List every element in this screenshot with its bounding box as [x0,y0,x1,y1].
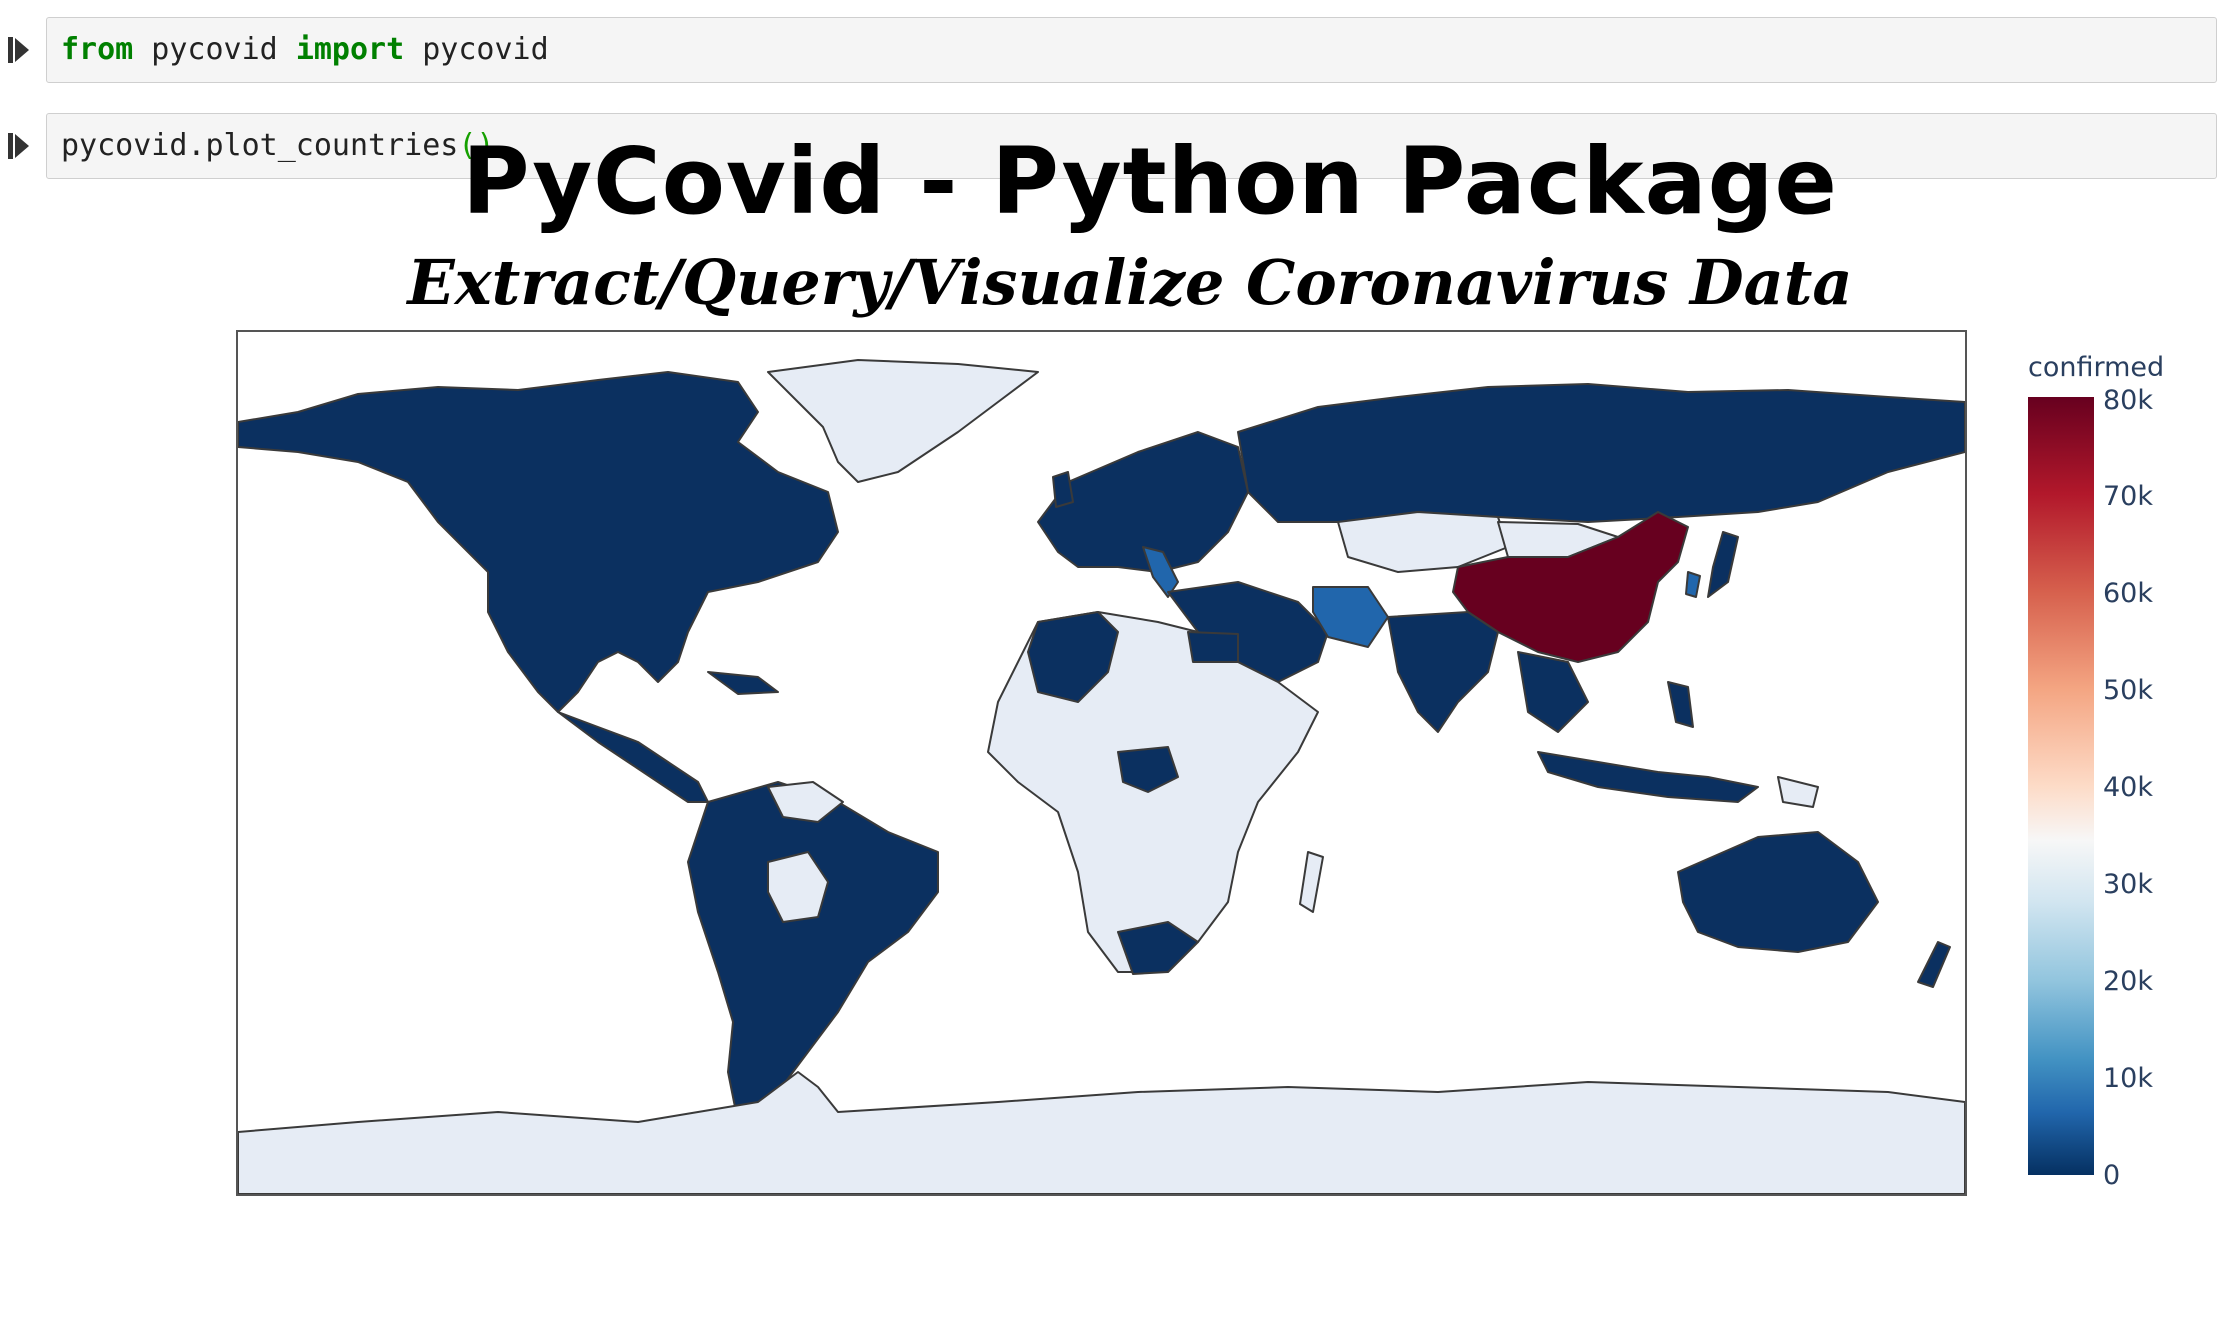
region-australia [1677,831,1879,953]
region-new-zealand [1917,941,1951,988]
world-choropleth-map[interactable] [236,330,1967,1196]
region-south-asia [1387,611,1499,733]
region-north-africa [1027,611,1119,703]
region-europe [1037,431,1249,573]
colorbar-tick: 0 [2103,1160,2121,1191]
run-bar-icon [8,133,13,159]
code-cell-2[interactable]: pycovid.plot_countries() [46,113,2217,179]
colorbar-tick: 40k [2103,772,2153,803]
play-icon [15,38,29,62]
figure-subtitle: Extract/Query/Visualize Coronavirus Data [407,246,1853,319]
run-cell-button-1[interactable] [8,35,32,65]
colorbar-tick: 70k [2103,481,2153,512]
region-russia [1237,383,1965,523]
region-png [1777,776,1819,808]
colorbar-tick: 80k [2103,385,2153,416]
region-caribbean [707,671,779,695]
region-bolivia [767,851,829,923]
run-cell-button-2[interactable] [8,131,32,161]
colorbar-tick: 50k [2103,675,2153,706]
region-uk [1052,471,1074,508]
region-central-america [557,711,709,803]
run-bar-icon [8,37,13,63]
region-greenland [767,359,1039,483]
colorbar-title: confirmed [2028,352,2165,383]
region-indonesia [1537,751,1759,803]
region-southeast-asia [1517,651,1589,733]
region-philippines [1667,681,1694,728]
region-iran [1312,586,1389,648]
play-icon [15,134,29,158]
colorbar-tick: 20k [2103,966,2153,997]
code-cell-1[interactable]: from pycovid import pycovid [46,17,2217,83]
region-kazakhstan [1337,511,1509,573]
region-japan [1707,531,1739,598]
region-venezuela [767,781,844,823]
region-korea [1685,571,1701,598]
code-line-1: from pycovid import pycovid [61,32,549,67]
region-madagascar [1299,851,1324,913]
region-nigeria [1117,746,1179,793]
colorbar-tick: 60k [2103,578,2153,609]
code-line-2: pycovid.plot_countries() [61,128,495,163]
map-svg [238,359,1965,1194]
region-south-africa [1117,921,1199,975]
region-egypt [1187,631,1239,663]
colorbar [2028,397,2094,1175]
region-north-america [238,371,839,713]
colorbar-tick: 10k [2103,1063,2153,1094]
colorbar-tick: 30k [2103,869,2153,900]
region-antarctica [238,1071,1965,1194]
region-italy [1142,546,1179,598]
region-south-america [687,781,939,1123]
figure-title: PyCovid - Python Package [462,128,1838,235]
